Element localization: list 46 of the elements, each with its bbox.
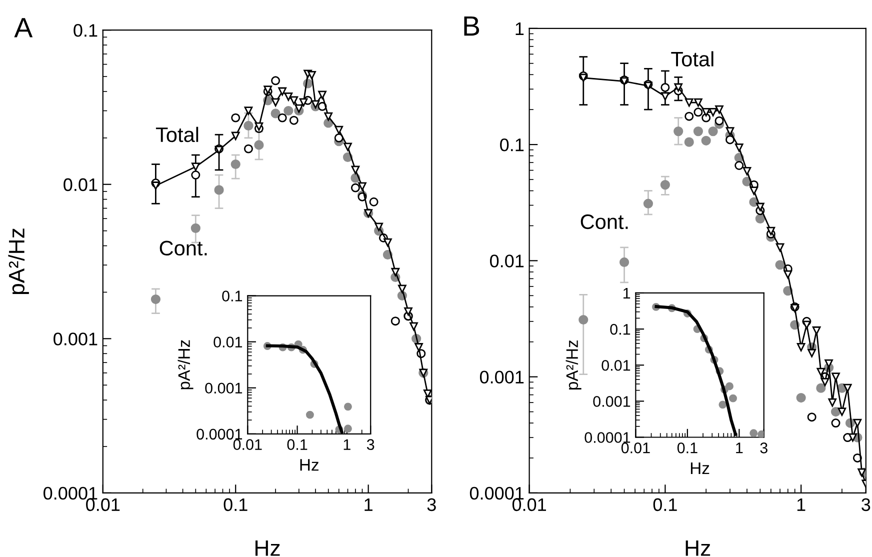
- y-tick-label: 0.1: [74, 24, 98, 37]
- annotation: Total: [156, 126, 198, 142]
- y-tick-label: 0.01: [214, 336, 242, 348]
- y-axis-title: pA²/Hz: [178, 340, 194, 390]
- y-tick-label: 0.1: [222, 290, 242, 302]
- x-axis-title: Hz: [300, 459, 318, 471]
- x-tick-label: 0.01: [512, 498, 546, 512]
- x-tick-label: 0.01: [621, 442, 650, 454]
- x-tick-label: 0.01: [233, 439, 262, 450]
- y-tick-label: 1: [516, 22, 524, 35]
- x-tick-label: 0.01: [86, 498, 120, 512]
- y-tick-label: 0.001: [54, 332, 98, 346]
- x-axis-title: Hz: [690, 462, 710, 474]
- x-axis-title: Hz: [686, 540, 710, 556]
- y-tick-label: 0.1: [500, 138, 524, 152]
- x-tick-label: 1: [344, 439, 350, 450]
- x-tick-label: 0.1: [653, 498, 677, 512]
- y-tick-label: 0.0001: [470, 486, 524, 500]
- y-tick-label: 0.001: [480, 370, 524, 384]
- y-tick-label: 0.001: [593, 396, 630, 407]
- x-tick-label: 3: [862, 498, 870, 512]
- chart-title: B: [464, 16, 480, 36]
- x-tick-label: 3: [427, 498, 436, 512]
- y-axis-title: pA²/Hz: [566, 340, 582, 390]
- y-tick-label: 0.001: [205, 382, 242, 394]
- x-tick-label: 1: [364, 498, 372, 511]
- annotation: Cont.: [160, 240, 207, 256]
- x-tick-label: 0.1: [287, 439, 308, 450]
- x-tick-label: 3: [366, 439, 374, 450]
- x-tick-label: 0.1: [677, 442, 698, 454]
- y-tick-label: 0.01: [602, 360, 630, 371]
- y-tick-label: 1: [623, 288, 630, 299]
- y-tick-label: 0.0001: [44, 486, 98, 500]
- y-tick-label: 0.1: [610, 324, 630, 335]
- y-tick-label: 0.0001: [584, 432, 630, 443]
- annotation: Total: [671, 51, 714, 67]
- x-axis-title: Hz: [256, 540, 280, 556]
- chart-title: A: [14, 18, 33, 38]
- y-tick-label: 0.0001: [196, 428, 242, 440]
- x-tick-label: 3: [760, 442, 768, 454]
- y-tick-label: 0.01: [64, 178, 98, 192]
- annotation: Cont.: [580, 214, 628, 230]
- y-axis-title: pA²/Hz: [8, 228, 29, 294]
- x-tick-label: 1: [736, 442, 743, 454]
- y-tick-label: 0.01: [490, 254, 524, 268]
- x-tick-label: 1: [797, 498, 806, 511]
